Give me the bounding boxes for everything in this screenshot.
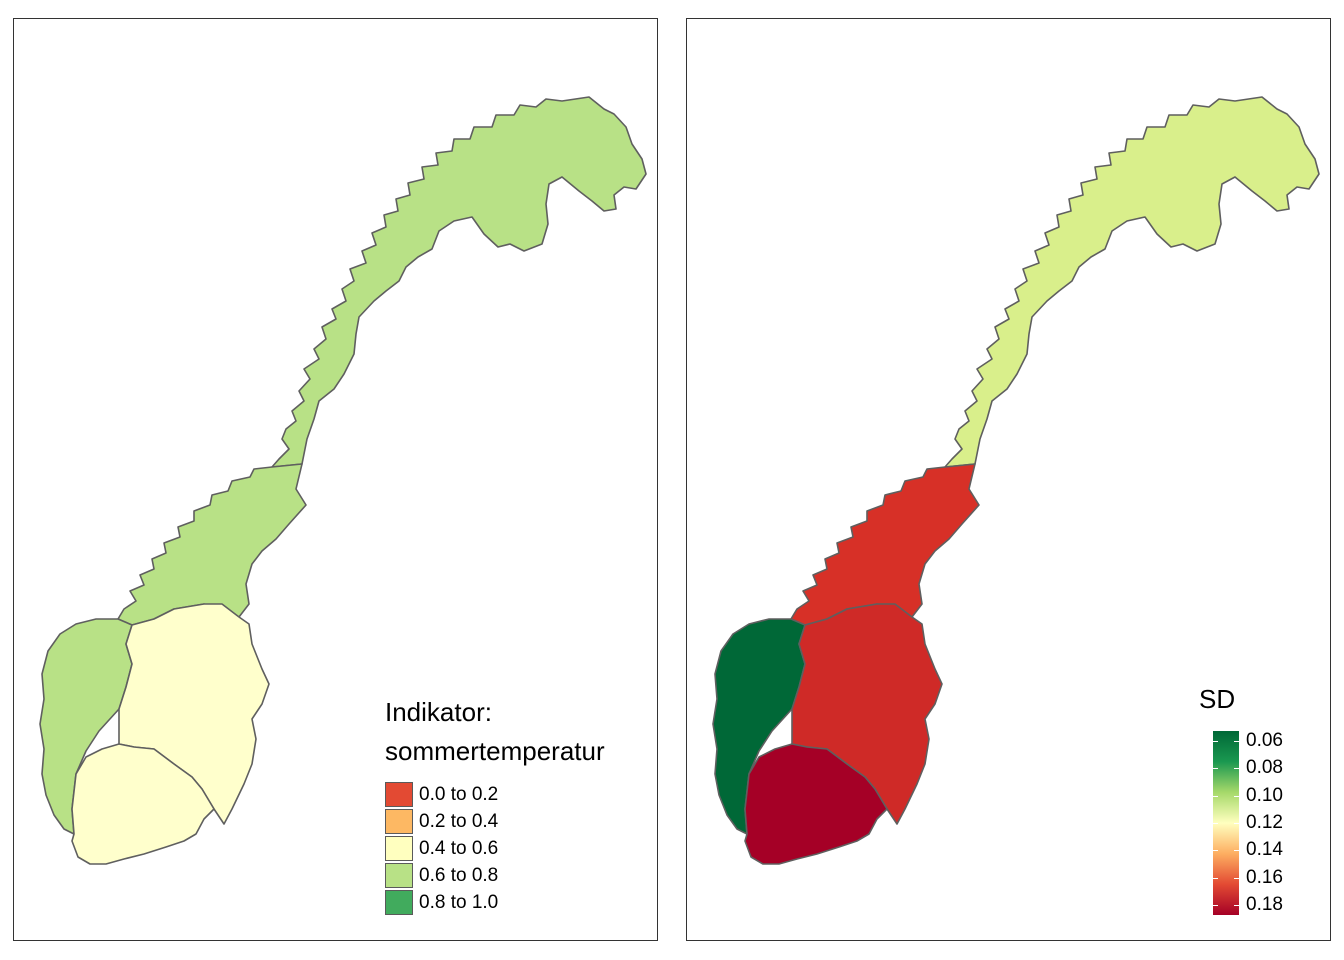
colorbar-tick-right-3	[1234, 823, 1239, 824]
right-region-mid	[790, 463, 980, 626]
legend-item-1: 0.2 to 0.4	[385, 808, 498, 835]
legend-swatch-3	[385, 863, 413, 888]
class-legend: 0.0 to 0.2 0.2 to 0.4 0.4 to 0.6 0.6 to 0.8…	[385, 781, 498, 916]
left-map-panel: Indikator: sommertemperatur 0.0 to 0.2 0.…	[13, 18, 658, 941]
legend-swatch-0	[385, 782, 413, 807]
colorbar-tick-label-0: 0.06	[1246, 730, 1283, 751]
colorbar-tick-left-4	[1213, 850, 1218, 852]
colorbar-tick-label-4: 0.14	[1246, 839, 1283, 861]
colorbar-tick-left-3	[1213, 823, 1218, 824]
legend-item-0: 0.0 to 0.2	[385, 781, 498, 808]
legend-swatch-4	[385, 890, 413, 915]
colorbar-tick-right-6	[1234, 905, 1239, 906]
right-norway-map	[712, 96, 1320, 865]
legend-label-1: 0.2 to 0.4	[419, 810, 499, 832]
colorbar-tick-left-0	[1213, 741, 1218, 742]
colorbar-tick-label-5: 0.16	[1246, 866, 1283, 888]
colorbar-tick-right-1	[1234, 768, 1239, 770]
colorbar-tick-right-4	[1234, 850, 1239, 852]
legend-label-0: 0.0 to 0.2	[419, 783, 499, 805]
legend-item-3: 0.6 to 0.8	[385, 862, 498, 889]
right-region-north	[944, 96, 1320, 468]
right-region-south	[744, 743, 888, 865]
colorbar-tick-label-2: 0.10	[1246, 784, 1283, 806]
left-norway-map	[39, 96, 647, 865]
left-region-mid	[117, 463, 307, 626]
colorbar-tick-right-0	[1234, 741, 1239, 742]
legend-title-indicator: Indikator:	[385, 697, 492, 727]
legend-swatch-1	[385, 809, 413, 834]
legend-label-3: 0.6 to 0.8	[419, 864, 499, 886]
legend-swatch-2	[385, 836, 413, 861]
legend-title-sd: SD	[1199, 684, 1236, 714]
colorbar-tick-left-6	[1213, 905, 1218, 906]
colorbar-tick-right-2	[1234, 795, 1239, 797]
colorbar-tick-label-1: 0.08	[1246, 757, 1283, 779]
legend-label-2: 0.4 to 0.6	[419, 837, 499, 859]
colorbar-tick-label-3: 0.12	[1246, 812, 1283, 833]
legend-item-2: 0.4 to 0.6	[385, 835, 498, 862]
left-region-east	[118, 603, 270, 825]
colorbar-tick-label-6: 0.18	[1246, 894, 1283, 915]
colorbar-tick-right-5	[1234, 877, 1239, 879]
legend-title-summer-temperature: sommertemperatur	[385, 736, 605, 766]
right-map-panel: SD 0.06 0.08 0.10 0.12 0.14 0.16 0.18	[686, 18, 1331, 941]
right-region-east	[791, 603, 943, 825]
left-region-south	[71, 743, 215, 865]
legend-item-4: 0.8 to 1.0	[385, 889, 498, 916]
colorbar-tick-left-5	[1213, 877, 1218, 879]
left-region-north	[271, 96, 647, 468]
colorbar-tick-left-1	[1213, 768, 1218, 770]
colorbar-tick-left-2	[1213, 795, 1218, 797]
legend-label-4: 0.8 to 1.0	[419, 891, 499, 913]
